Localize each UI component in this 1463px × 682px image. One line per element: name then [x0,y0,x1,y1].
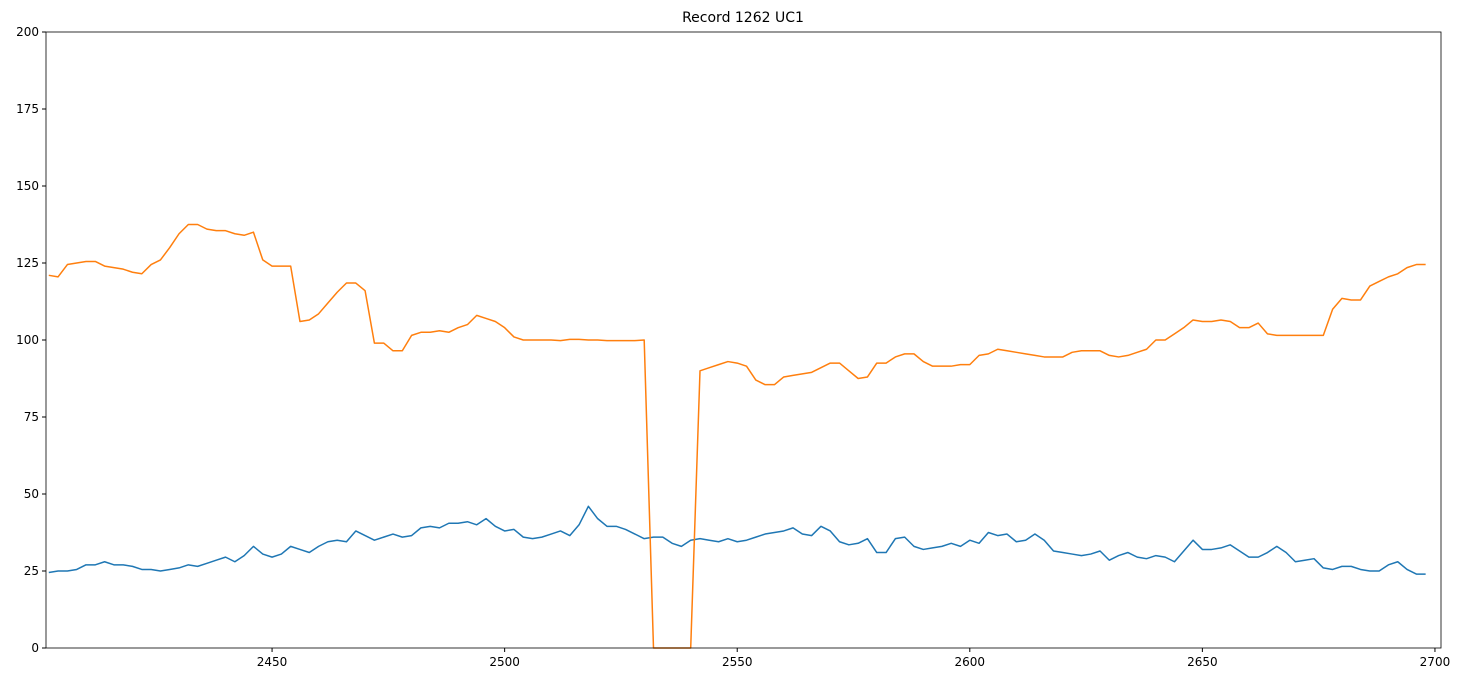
y-tick-label: 75 [24,410,39,424]
y-tick-label: 100 [16,333,39,347]
x-tick-label: 2600 [955,655,986,669]
y-tick-label: 50 [24,487,39,501]
y-tick-label: 125 [16,256,39,270]
chart-title: Record 1262 UC1 [682,10,804,26]
y-tick-label: 25 [24,564,39,578]
y-tick-label: 150 [16,179,39,193]
y-tick-label: 200 [16,25,39,39]
x-tick-label: 2450 [257,655,288,669]
x-tick-label: 2550 [722,655,753,669]
plot-frame [45,31,1442,649]
x-tick-label: 2700 [1420,655,1451,669]
x-tick-label: 2500 [489,655,520,669]
y-tick-label: 175 [16,102,39,116]
series-line [48,505,1426,575]
series-line [48,223,1426,649]
y-tick-label: 0 [31,641,39,655]
x-tick-label: 2650 [1187,655,1218,669]
